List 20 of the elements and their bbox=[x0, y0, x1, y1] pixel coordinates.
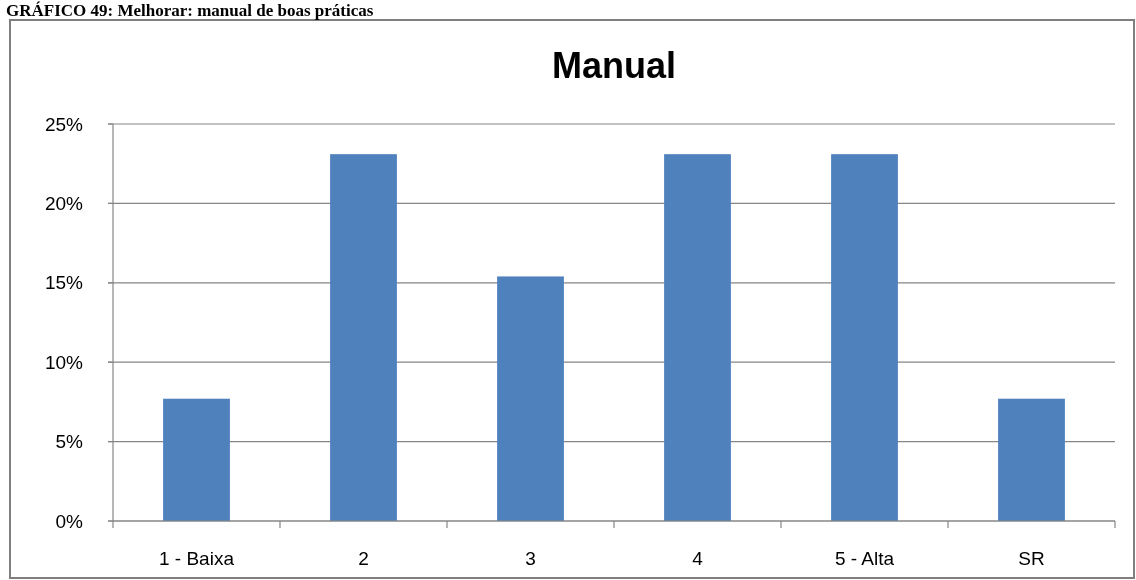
x-tick-label: 1 - Baixa bbox=[159, 548, 235, 569]
x-tick-label: 4 bbox=[692, 548, 704, 569]
bar bbox=[163, 398, 230, 521]
x-tick-label: 3 bbox=[525, 548, 536, 569]
y-tick-label: 0% bbox=[55, 510, 84, 532]
x-tick-label: 2 bbox=[358, 548, 369, 569]
x-tick-label: SR bbox=[1018, 548, 1045, 569]
bar bbox=[831, 154, 898, 521]
x-tick-label: 5 - Alta bbox=[834, 548, 895, 569]
bar bbox=[664, 154, 731, 521]
y-tick-label: 5% bbox=[55, 431, 84, 453]
y-tick-label: 10% bbox=[44, 351, 84, 373]
bar bbox=[998, 398, 1065, 521]
y-tick-label: 25% bbox=[44, 113, 84, 135]
chart-title: Manual bbox=[551, 45, 677, 86]
text: GRÁFICO 49: Melhorar: manual de boas práticas bbox=[6, 1, 374, 20]
bar bbox=[330, 154, 397, 521]
bar bbox=[497, 276, 564, 521]
y-tick-label: 15% bbox=[44, 272, 84, 294]
y-tick-label: 20% bbox=[44, 193, 84, 215]
